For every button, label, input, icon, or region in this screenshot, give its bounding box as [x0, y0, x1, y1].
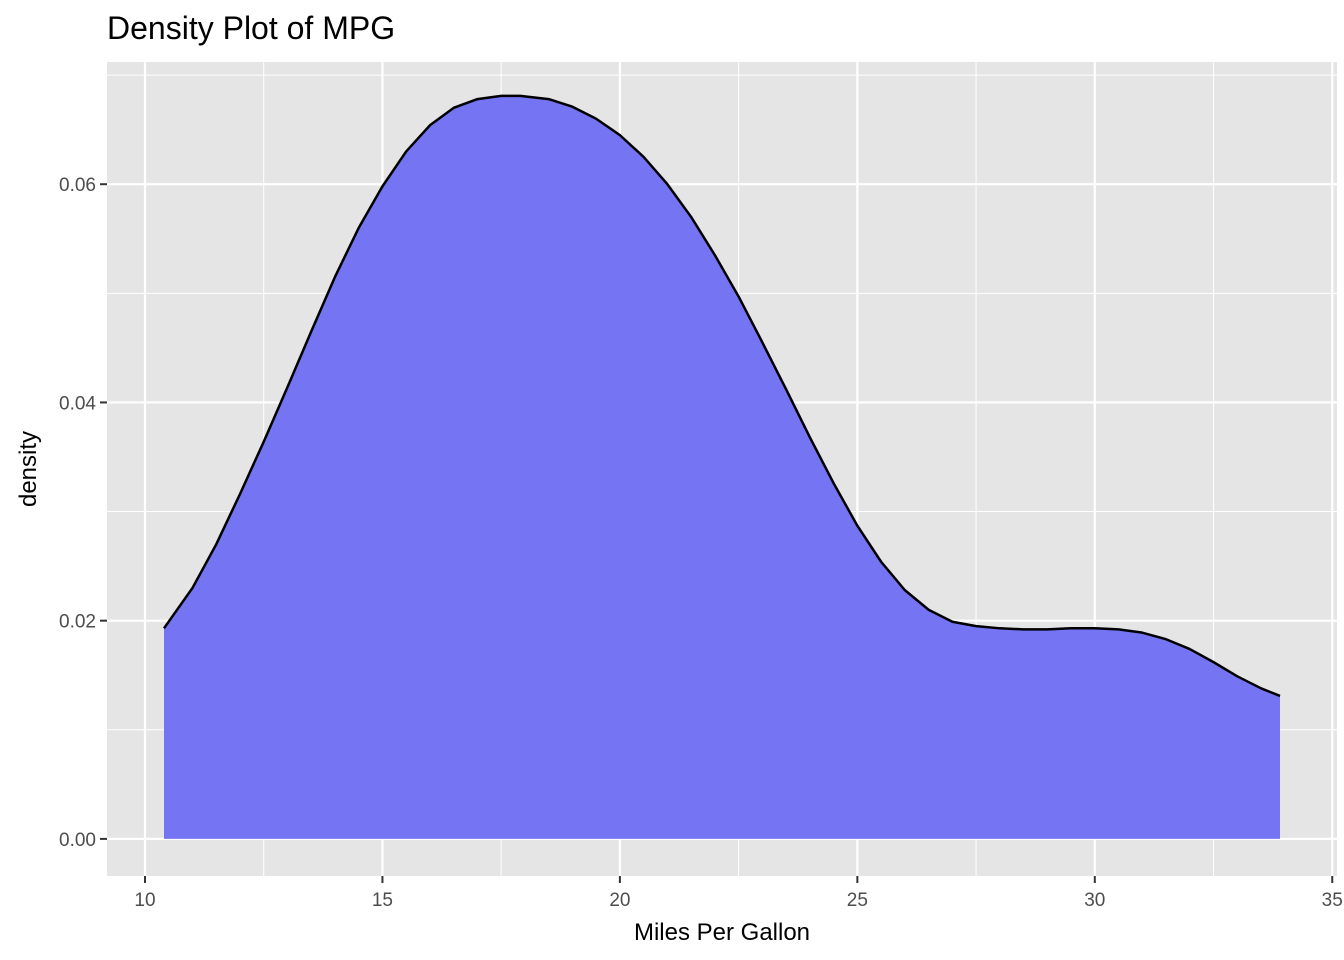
y-tick-label: 0.04 — [59, 393, 96, 414]
density-curve — [162, 94, 1281, 698]
x-axis-title: Miles Per Gallon — [634, 919, 810, 946]
y-axis-ticks: 0.00 0.02 0.04 0.06 — [59, 175, 107, 851]
x-tick-label: 20 — [609, 890, 630, 911]
y-tick-label: 0.06 — [59, 175, 96, 196]
x-axis-ticks: 10 15 20 25 30 35 — [134, 876, 1343, 911]
y-tick-label: 0.02 — [59, 612, 96, 633]
x-tick-label: 15 — [372, 890, 393, 911]
x-tick-label: 25 — [847, 890, 868, 911]
y-axis-title: density — [15, 431, 42, 507]
chart-title: Density Plot of MPG — [107, 10, 396, 46]
y-tick-label: 0.00 — [59, 830, 96, 851]
x-tick-label: 30 — [1084, 890, 1105, 911]
x-tick-label: 10 — [134, 890, 155, 911]
density-area — [163, 95, 1281, 839]
x-tick-label: 35 — [1322, 890, 1343, 911]
